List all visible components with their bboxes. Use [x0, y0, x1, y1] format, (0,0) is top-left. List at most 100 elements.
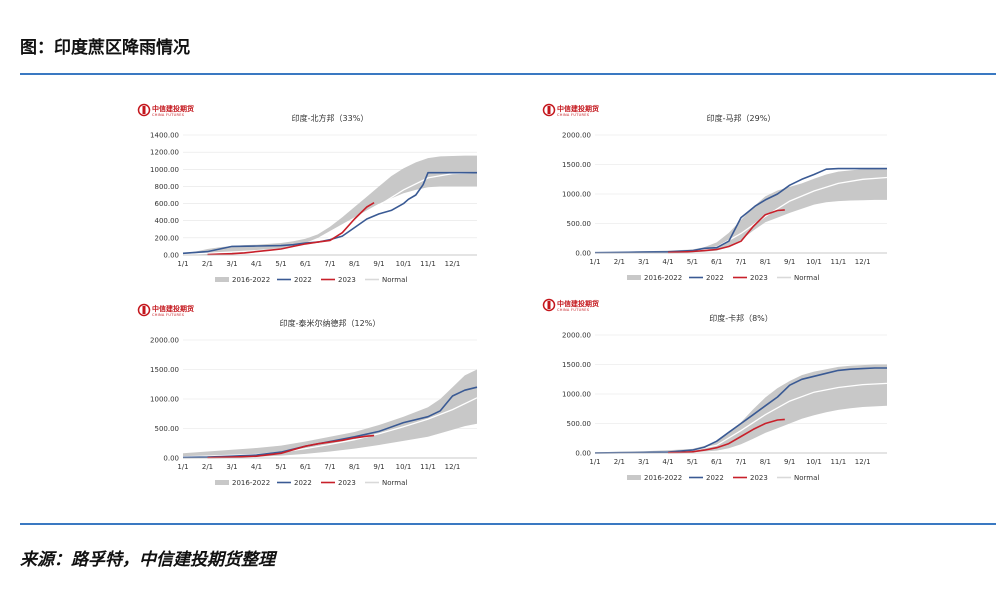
- x-tick-label: 1/1: [589, 458, 600, 466]
- x-tick-label: 7/1: [735, 458, 746, 466]
- top-divider: [20, 73, 996, 75]
- x-tick-label: 5/1: [687, 258, 698, 266]
- x-tick-label: 4/1: [251, 260, 262, 268]
- band-2016-2022: [595, 364, 887, 453]
- x-tick-label: 2/1: [614, 258, 625, 266]
- chart-title: 印度-泰米尔纳德邦（12%）: [280, 318, 381, 328]
- x-tick-label: 5/1: [687, 458, 698, 466]
- y-tick-label: 500.00: [155, 425, 180, 433]
- legend-label: 2016-2022: [644, 274, 682, 282]
- y-tick-label: 500.00: [567, 220, 592, 228]
- y-tick-label: 2000.00: [150, 337, 179, 345]
- y-tick-label: 0.00: [163, 455, 179, 463]
- bottom-divider: [20, 523, 996, 525]
- x-tick-label: 2/1: [202, 260, 213, 268]
- series-2023: [667, 418, 785, 454]
- logo-text: 中信建投期货: [152, 104, 194, 113]
- logo-mark-bar: [547, 106, 551, 114]
- x-tick-label: 5/1: [275, 260, 286, 268]
- x-tick-label: 9/1: [784, 458, 795, 466]
- legend-item: 2016-2022: [627, 274, 682, 282]
- source-note: 来源：路孚特，中信建投期货整理: [20, 550, 275, 570]
- y-tick-label: 0.00: [575, 250, 591, 258]
- legend-label: 2022: [294, 479, 312, 487]
- chart-panel-karnataka: 中信建投期货 CHINA FUTURES 印度-卡邦（8%） 0.00 500.00 10…: [540, 295, 900, 490]
- y-tick-label: 1000.00: [562, 391, 591, 399]
- x-tick-label: 9/1: [373, 463, 384, 471]
- y-tick-label: 400.00: [155, 217, 180, 225]
- x-tick-label: 9/1: [784, 258, 795, 266]
- band-2016-2022: [183, 369, 477, 458]
- logo-subtext: CHINA FUTURES: [557, 308, 590, 312]
- x-tick-label: 1/1: [177, 463, 188, 471]
- logo-mark-icon: [542, 103, 556, 117]
- legend-swatch-band: [627, 275, 641, 280]
- logo-mark-icon: [137, 103, 151, 117]
- legend-label: 2023: [750, 274, 768, 282]
- chart-title: 印度-卡邦（8%）: [709, 313, 773, 323]
- logo-mark-bar: [547, 301, 551, 309]
- x-tick-label: 3/1: [638, 258, 649, 266]
- y-tick-label: 600.00: [155, 200, 180, 208]
- band-2016-2022: [183, 155, 477, 255]
- logo-subtext: CHINA FUTURES: [557, 113, 590, 117]
- legend-label: 2023: [338, 479, 356, 487]
- x-tick-label: 8/1: [760, 258, 771, 266]
- legend-item: Normal: [365, 276, 407, 284]
- x-tick-label: 10/1: [396, 260, 412, 268]
- legend-item: 2022: [277, 479, 312, 487]
- x-tick-label: 2/1: [202, 463, 213, 471]
- legend-label: 2016-2022: [232, 479, 270, 487]
- x-tick-label: 12/1: [445, 260, 461, 268]
- legend-label: Normal: [382, 479, 407, 487]
- logo-subtext: CHINA FUTURES: [152, 113, 185, 117]
- x-tick-label: 6/1: [711, 258, 722, 266]
- legend-label: 2022: [706, 474, 724, 482]
- legend-item: Normal: [365, 479, 407, 487]
- figure-title: 图：印度蔗区降雨情况: [20, 38, 190, 58]
- legend-label: 2022: [706, 274, 724, 282]
- legend-swatch-band: [215, 277, 229, 282]
- legend-label: 2023: [750, 474, 768, 482]
- x-tick-label: 4/1: [662, 458, 673, 466]
- x-tick-label: 7/1: [735, 258, 746, 266]
- logo-text: 中信建投期货: [557, 299, 599, 308]
- y-tick-label: 1400.00: [150, 132, 179, 140]
- legend-item: 2023: [733, 274, 768, 282]
- series-2022: [182, 386, 478, 459]
- logo-text: 中信建投期货: [557, 104, 599, 113]
- legend-item: 2022: [689, 474, 724, 482]
- x-tick-label: 1/1: [589, 258, 600, 266]
- x-tick-label: 8/1: [349, 260, 360, 268]
- legend-swatch-band: [215, 480, 229, 485]
- x-tick-label: 9/1: [373, 260, 384, 268]
- x-tick-label: 6/1: [711, 458, 722, 466]
- x-tick-label: 11/1: [830, 258, 846, 266]
- legend-item: 2023: [321, 276, 356, 284]
- chart-title: 印度-北方邦（33%）: [292, 113, 369, 123]
- x-tick-label: 3/1: [226, 260, 237, 268]
- x-tick-label: 3/1: [226, 463, 237, 471]
- x-tick-label: 10/1: [806, 258, 822, 266]
- logo-mark-icon: [137, 303, 151, 317]
- legend-item: 2022: [277, 276, 312, 284]
- legend-label: 2016-2022: [644, 474, 682, 482]
- x-tick-label: 12/1: [855, 458, 871, 466]
- x-tick-label: 2/1: [614, 458, 625, 466]
- x-tick-label: 4/1: [251, 463, 262, 471]
- x-tick-label: 8/1: [349, 463, 360, 471]
- y-tick-label: 2000.00: [562, 132, 591, 140]
- series-normal: [182, 172, 478, 256]
- legend-label: 2023: [338, 276, 356, 284]
- x-tick-label: 7/1: [324, 463, 335, 471]
- x-tick-label: 10/1: [396, 463, 412, 471]
- series-2023: [207, 202, 375, 256]
- legend-item: 2022: [689, 274, 724, 282]
- y-tick-label: 0.00: [163, 252, 179, 260]
- series-normal: [182, 397, 478, 458]
